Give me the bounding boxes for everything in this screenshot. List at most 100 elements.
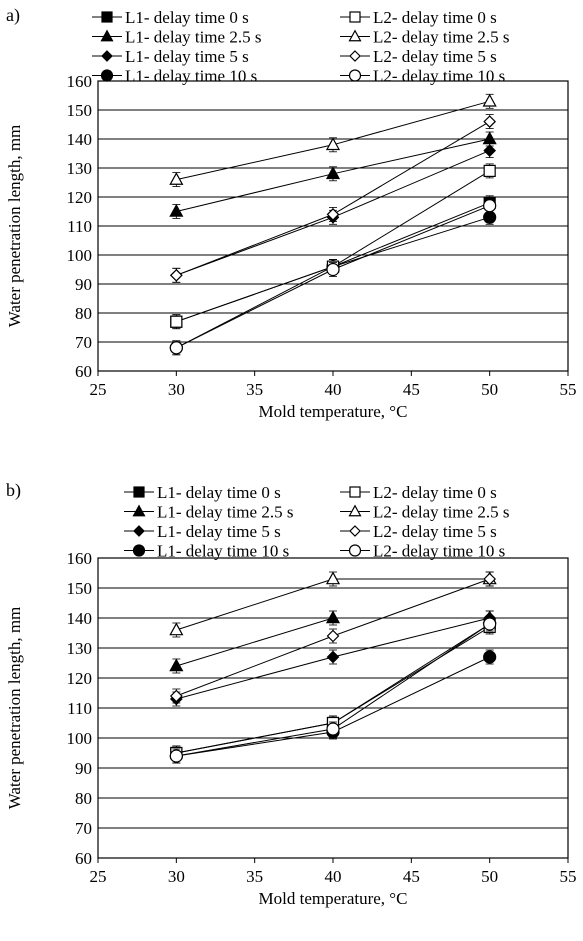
y-tick-label: 140 [67, 130, 93, 149]
chart-panel-b: b) 60 70 80 90 100 110 120 130 140 150 160 25 30 35 40 4… [0, 471, 583, 941]
legend-marker [348, 544, 362, 557]
chart-a-svg: a) 60 70 80 90 100 110 120 130 140 150 160 25 30 35 40 4… [5, 5, 577, 421]
data-point [483, 572, 497, 586]
y-tick-label: 160 [67, 72, 93, 91]
legend-marker [349, 11, 361, 23]
y-tick-label: 60 [75, 362, 92, 381]
data-point [483, 115, 497, 128]
legend-label: L2- delay time 0 s [373, 8, 497, 27]
legend-label: L1- delay time 10 s [157, 542, 289, 561]
legend-marker [101, 11, 113, 23]
series-line [176, 656, 490, 757]
panel-label: b) [6, 480, 21, 501]
data-point [169, 622, 184, 636]
legend-label: L1- delay time 5 s [125, 47, 249, 66]
legend-marker [348, 69, 362, 82]
data-point [326, 629, 340, 643]
x-tick-label: 50 [481, 867, 498, 886]
y-tick-label: 70 [75, 819, 92, 838]
legend-marker [133, 525, 145, 537]
legend-label: L2- delay time 2.5 s [373, 28, 509, 47]
x-tick-label: 35 [246, 867, 263, 886]
x-tick-label: 50 [481, 380, 498, 399]
legend-marker [132, 504, 146, 517]
legend-marker [101, 50, 113, 62]
x-tick-label: 45 [403, 380, 420, 399]
y-tick-label: 90 [75, 275, 92, 294]
data-point [326, 650, 340, 664]
data-point [325, 571, 341, 585]
x-tick-label: 30 [168, 867, 185, 886]
legend-label: L2- delay time 10 s [373, 542, 505, 561]
data-point [483, 650, 497, 664]
data-point [483, 210, 497, 224]
x-tick-label: 25 [90, 380, 107, 399]
legend-label: L2- delay time 10 s [373, 67, 505, 86]
legend-label: L1- delay time 10 s [125, 67, 257, 86]
data-point [483, 617, 497, 631]
data-point [169, 749, 183, 763]
y-tick-label: 130 [67, 639, 93, 658]
legend-label: L2- delay time 2.5 s [373, 503, 509, 522]
y-tick-label: 60 [75, 849, 92, 868]
y-tick-label: 80 [75, 789, 92, 808]
legend-label: L1- delay time 2.5 s [157, 503, 293, 522]
data-point [325, 610, 341, 624]
x-tick-label: 40 [325, 867, 342, 886]
legend-label: L1- delay time 0 s [125, 8, 249, 27]
data-point [482, 93, 497, 107]
data-point [169, 268, 183, 282]
data-point [482, 131, 497, 145]
legend-label: L1- delay time 0 s [157, 483, 281, 502]
x-axis-label: Mold temperature, °C [259, 889, 408, 908]
chart-b-svg: b) 60 70 80 90 100 110 120 130 140 150 160 25 30 35 40 4… [5, 480, 577, 908]
x-axis-label: Mold temperature, °C [259, 402, 408, 421]
y-tick-label: 90 [75, 759, 92, 778]
y-tick-label: 80 [75, 304, 92, 323]
legend-label: L2- delay time 5 s [373, 47, 497, 66]
y-tick-label: 110 [67, 217, 92, 236]
x-tick-label: 55 [560, 867, 577, 886]
x-tick-label: 40 [325, 380, 342, 399]
data-point [170, 315, 183, 328]
data-point [169, 689, 183, 703]
legend-label: L2- delay time 0 s [373, 483, 497, 502]
legend-marker [133, 486, 145, 498]
series-line [176, 170, 490, 323]
panel-label: a) [6, 5, 20, 26]
data-point [325, 166, 341, 180]
data-point [169, 203, 184, 217]
data-point [326, 722, 340, 736]
legend-label: L1- delay time 2.5 s [125, 28, 261, 47]
y-axis-label: Water penetration length, mm [5, 607, 24, 810]
legend-marker [100, 29, 114, 42]
x-tick-label: 25 [90, 867, 107, 886]
series-line [176, 216, 490, 349]
legend-marker [349, 525, 361, 537]
y-tick-label: 120 [67, 669, 93, 688]
legend-marker [349, 486, 361, 498]
y-tick-label: 70 [75, 333, 92, 352]
data-point [169, 341, 183, 355]
x-tick-label: 55 [560, 380, 577, 399]
y-tick-label: 120 [67, 188, 93, 207]
legend-marker [349, 50, 361, 62]
data-point [483, 144, 497, 157]
y-tick-label: 160 [67, 549, 93, 568]
y-tick-label: 100 [67, 729, 93, 748]
data-point [483, 199, 497, 213]
data-point [483, 164, 496, 177]
legend-label: L2- delay time 5 s [373, 522, 497, 541]
data-point [169, 658, 184, 672]
data-point [325, 137, 341, 151]
data-point [169, 172, 184, 185]
x-tick-label: 45 [403, 867, 420, 886]
data-point [326, 262, 340, 277]
chart-panel-a: a) 60 70 80 90 100 110 120 130 140 150 160 25 30 35 40 4… [0, 0, 583, 470]
x-tick-label: 30 [168, 380, 185, 399]
y-tick-label: 110 [67, 699, 92, 718]
y-tick-label: 150 [67, 579, 93, 598]
y-tick-label: 100 [67, 246, 93, 265]
legend-marker [348, 29, 362, 42]
x-tick-label: 35 [246, 380, 263, 399]
